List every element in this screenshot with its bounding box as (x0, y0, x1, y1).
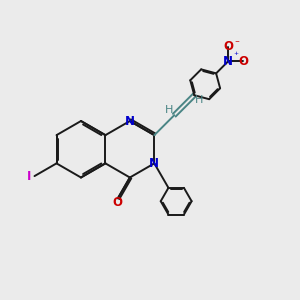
Text: O: O (224, 40, 234, 52)
Text: O: O (238, 56, 248, 68)
Text: $^+$: $^+$ (232, 50, 239, 59)
Text: N: N (149, 157, 159, 170)
Text: H: H (195, 95, 204, 106)
Text: I: I (27, 170, 31, 183)
Text: O: O (112, 196, 122, 209)
Text: H: H (165, 105, 173, 115)
Text: N: N (125, 115, 135, 128)
Text: N: N (223, 55, 233, 68)
Text: $^-$: $^-$ (233, 38, 240, 47)
